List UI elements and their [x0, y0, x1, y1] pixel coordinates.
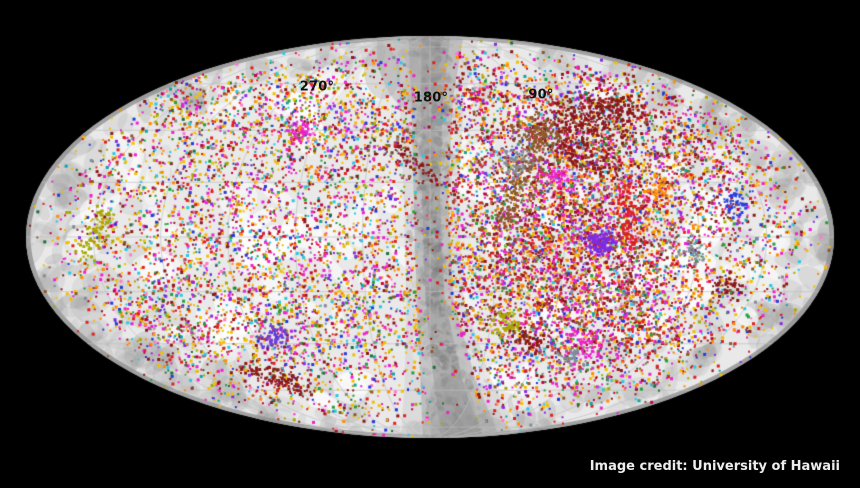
image-credit: Image credit: University of Hawaii [589, 459, 840, 474]
